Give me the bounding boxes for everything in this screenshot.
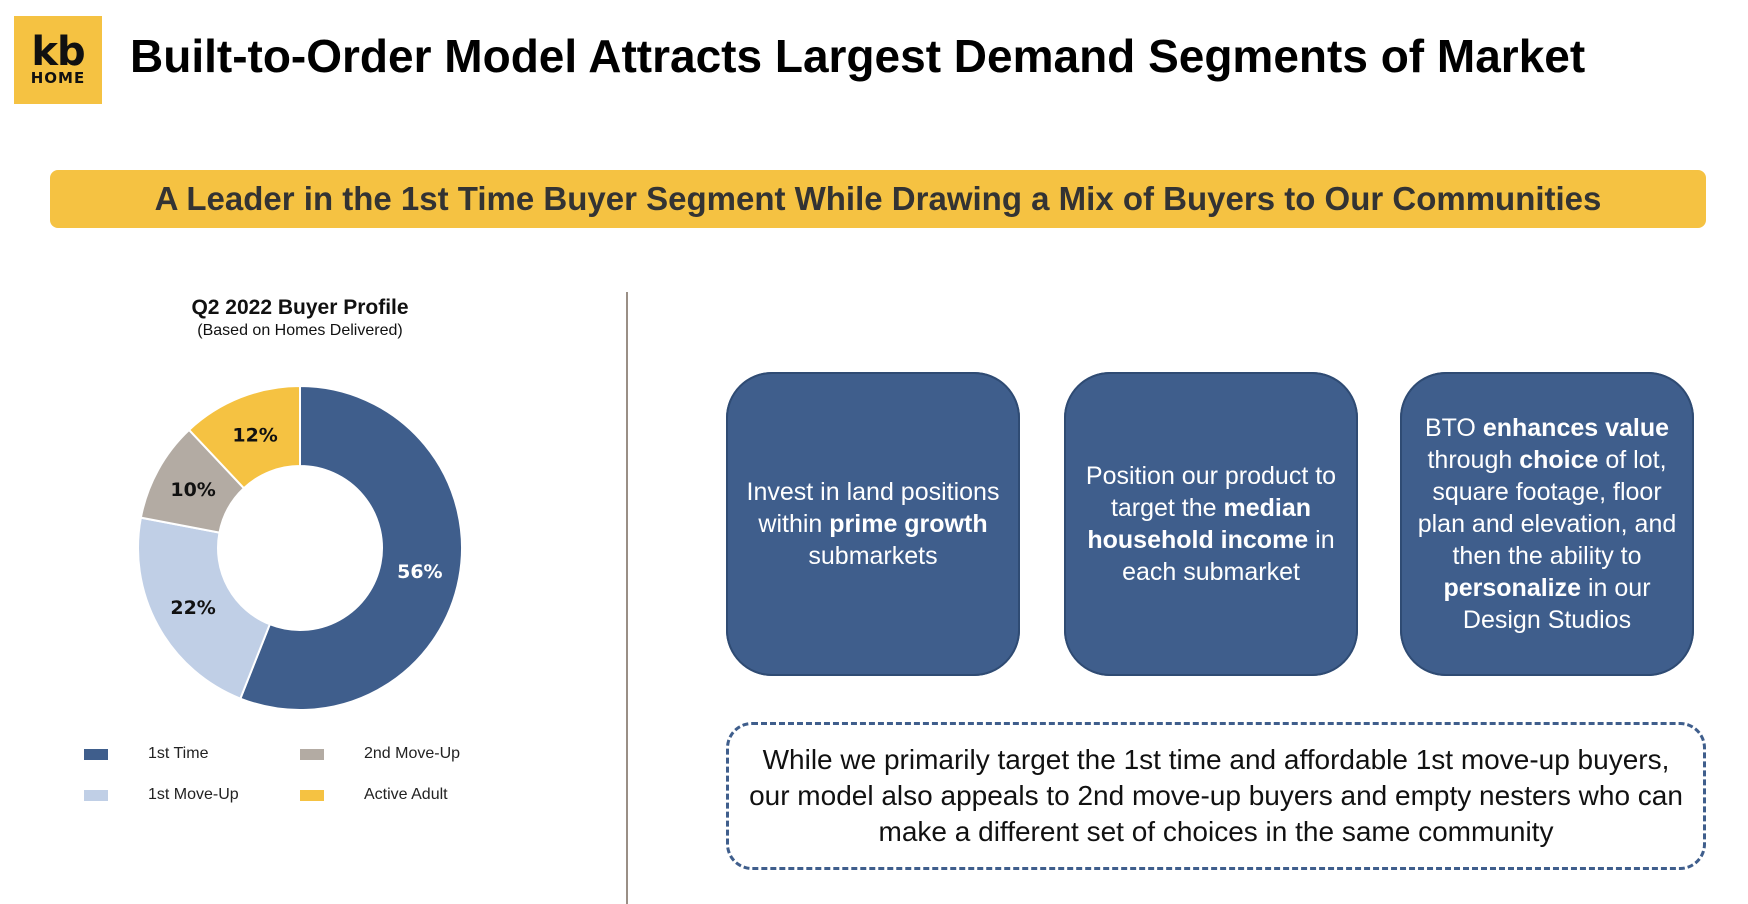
card-text: in our Design Studios [1462,574,1651,634]
strategy-card-product: Position our product to target the media… [1064,372,1358,676]
legend-label: Active Adult [364,786,448,803]
card-text: Invest in land positions within [746,478,1000,538]
card-text-emphasis: median household income [1087,494,1312,554]
legend-item-active-adult: Active Adult [300,786,448,804]
legend-item-1st-time: 1st Time [84,745,208,763]
data-label-active-adult: 12% [232,425,277,447]
legend-label: 1st Move-Up [148,786,239,803]
legend-item-1st-move-up: 1st Move-Up [84,786,239,804]
data-label-2nd-move-up: 10% [170,479,215,501]
legend-label: 1st Time [148,745,209,762]
kb-home-logo: kb HOME [14,16,102,104]
card-text-emphasis: personalize [1443,574,1582,602]
page-title: Built-to-Order Model Attracts Largest De… [130,30,1586,82]
legend-label: 2nd Move-Up [364,745,461,762]
buyer-mix-note: While we primarily target the 1st time a… [726,722,1706,870]
data-label-1st-move-up: 22% [170,597,215,619]
chart-subtitle: (Based on Homes Delivered) [197,322,403,339]
card-text: BTO [1424,414,1483,442]
buyer-profile-donut-chart: 56% 22% 10% 12% [137,384,463,711]
legend-item-2nd-move-up: 2nd Move-Up [300,745,460,763]
banner-headline: A Leader in the 1st Time Buyer Segment W… [50,170,1706,228]
legend-swatch [84,748,108,760]
chart-title: Q2 2022 Buyer Profile [191,296,409,319]
legend-swatch [300,789,324,801]
card-text: through [1427,446,1520,474]
legend-swatch [300,748,324,760]
card-text-emphasis: enhances value [1482,414,1670,442]
strategy-card-bto: BTO enhances value through choice of lot… [1400,372,1694,676]
card-text: of lot, square footage, floor plan and e… [1417,446,1677,570]
logo-home-text: HOME [30,69,86,87]
donut-slice-active-adult [187,384,301,490]
logo-kb-text: kb [31,29,85,75]
vertical-divider [626,292,628,904]
card-text: submarkets [808,542,938,570]
legend-swatch [84,789,108,801]
donut-slice-1st-time [239,384,463,711]
card-text: in each submarket [1122,526,1335,586]
data-label-1st-time: 56% [397,561,442,583]
strategy-card-land: Invest in land positions within prime gr… [726,372,1020,676]
card-text: Position our product to target the [1085,462,1337,522]
card-text-emphasis: choice [1519,446,1599,474]
donut-slice-1st-move-up [137,516,272,700]
card-text-emphasis: prime growth [829,510,988,538]
